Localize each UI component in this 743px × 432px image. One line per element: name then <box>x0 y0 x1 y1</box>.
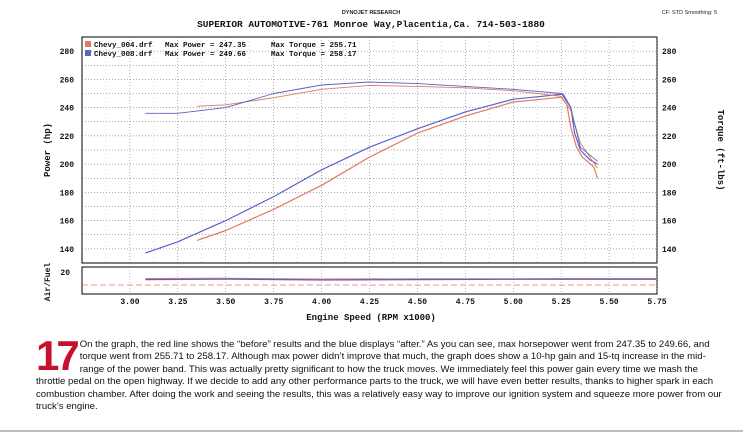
airfuel-tick-label: 20 <box>60 269 70 278</box>
y-tick-label-right: 180 <box>662 189 677 198</box>
legend-before-torque: Max Torque = 255.71 <box>271 42 357 50</box>
y-axis-left-ticks: 140 160 180 200 220 240 260 280 <box>60 48 75 255</box>
y-tick-label-right: 160 <box>662 218 677 227</box>
y-tick-label-right: 260 <box>662 76 677 85</box>
legend-swatch-after <box>85 50 91 56</box>
bottom-rule <box>0 430 743 432</box>
x-axis-ticks: 3.00 3.25 3.50 3.75 4.00 4.25 4.50 4.75 5.00 5.25… <box>120 298 666 307</box>
caption: 17 On the graph, the red line shows the … <box>36 332 726 413</box>
x-tick-label: 5.75 <box>647 298 666 307</box>
x-tick-label: 3.00 <box>120 298 139 307</box>
x-tick-label: 3.75 <box>264 298 283 307</box>
series-power-chevy-008-drf <box>145 93 598 254</box>
chart-title: SUPERIOR AUTOMOTIVE-761 Monroe Way,Place… <box>197 19 545 30</box>
legend-after-power: Max Power = 249.66 <box>165 51 247 59</box>
y-axis-right-label: Torque (ft-lbs) <box>715 109 725 190</box>
y-axis-right-ticks: 140 160 180 200 220 240 260 280 <box>662 48 677 255</box>
x-tick-label: 4.75 <box>456 298 475 307</box>
legend-after-file: Chevy_008.drf <box>94 51 153 59</box>
y-tick-label-left: 280 <box>60 48 75 57</box>
legend-before-power: Max Power = 247.35 <box>165 42 247 50</box>
legend-before-file: Chevy_004.drf <box>94 42 153 50</box>
dyno-chart: DYNOJET RESEARCH CF: STD Smoothing: 5 SU… <box>43 10 725 323</box>
y-tick-label-left: 160 <box>60 218 75 227</box>
series-torque-chevy-008-drf <box>145 81 598 162</box>
series-layer <box>145 81 657 281</box>
plot-area <box>81 36 658 264</box>
airfuel-plot-area <box>81 266 658 295</box>
y-tick-label-left: 260 <box>60 76 75 85</box>
y-tick-label-left: 200 <box>60 161 75 170</box>
y-tick-label-right: 140 <box>662 246 677 255</box>
x-tick-label: 4.00 <box>312 298 331 307</box>
legend: Chevy_004.drf Max Power = 247.35 Max Tor… <box>85 41 357 59</box>
y-axis-left-label: Power (hp) <box>43 123 53 177</box>
y-tick-label-right: 220 <box>662 133 677 142</box>
y-tick-label-left: 220 <box>60 133 75 142</box>
legend-swatch-before <box>85 41 91 47</box>
x-tick-label: 4.50 <box>408 298 427 307</box>
chart-small-title: DYNOJET RESEARCH <box>342 10 400 16</box>
y-tick-label-left: 180 <box>60 189 75 198</box>
x-tick-label: 5.00 <box>504 298 523 307</box>
x-tick-label: 3.50 <box>216 298 235 307</box>
y-tick-label-left: 240 <box>60 105 75 114</box>
airfuel-axis-label: Air/Fuel <box>44 263 53 302</box>
x-tick-label: 3.25 <box>168 298 187 307</box>
legend-after-torque: Max Torque = 258.17 <box>271 51 357 59</box>
y-tick-label-left: 140 <box>60 246 75 255</box>
series-air_fuel-chevy-008-drf <box>145 278 657 281</box>
x-tick-label: 5.25 <box>552 298 571 307</box>
y-tick-label-right: 280 <box>662 48 677 57</box>
caption-number: 17 <box>36 332 80 379</box>
chart-right-info: CF: STD Smoothing: 5 <box>662 10 717 16</box>
y-tick-label-right: 200 <box>662 161 677 170</box>
x-axis-label: Engine Speed (RPM x1000) <box>306 313 436 323</box>
x-tick-label: 4.25 <box>360 298 379 307</box>
caption-text: On the graph, the red line shows the “be… <box>36 339 722 413</box>
x-tick-label: 5.50 <box>599 298 618 307</box>
series-air_fuel-chevy-004-drf <box>145 277 657 280</box>
series-power-chevy-004-drf <box>196 96 599 241</box>
y-tick-label-right: 240 <box>662 105 677 114</box>
